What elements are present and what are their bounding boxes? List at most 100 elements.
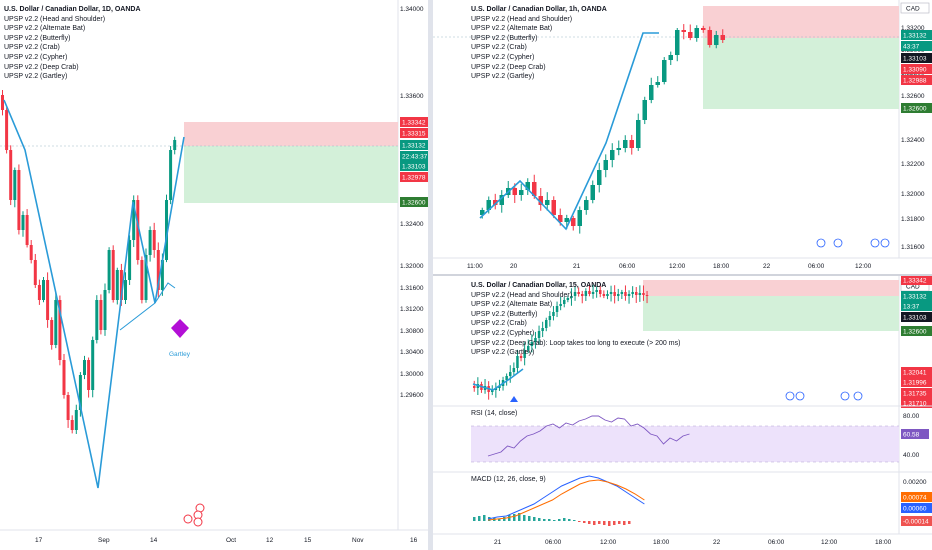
br-candle <box>516 356 519 368</box>
pane-divider[interactable] <box>428 0 433 550</box>
macd-hist-bar <box>613 521 616 525</box>
br-indicator-5: UPSP v2.2 (Deep Crab): Loop takes too lo… <box>471 339 681 347</box>
macd-hist-bar <box>578 521 581 522</box>
macd-hist-bar <box>583 521 586 523</box>
macd-hist-bar <box>618 521 621 524</box>
br-candle <box>541 328 544 331</box>
tr-x-tick: 12:00 <box>669 263 686 270</box>
left-chart-pane[interactable]: 1.340001.336001.332001.324001.320001.316… <box>0 0 428 550</box>
left-tag-t6: 1.32978 <box>402 175 426 182</box>
tr-candle <box>564 218 569 222</box>
left-x-tick: Oct <box>226 537 236 544</box>
br-tag-t5: 1.32041 <box>903 370 927 377</box>
top-right-chart-canvas[interactable]: 1.332001.330001.328001.326001.324001.322… <box>433 0 932 275</box>
left-candle <box>119 270 123 300</box>
left-indicator-0: UPSP v2.2 (Head and Shoulder) <box>4 15 106 23</box>
tr-candle <box>707 30 712 45</box>
tr-candle <box>720 35 725 40</box>
left-candle <box>115 270 119 300</box>
left-candle <box>58 300 62 360</box>
macd-hist-bar <box>568 519 571 521</box>
macd-v2-tag: 0.00060 <box>903 506 927 513</box>
horizontal-divider[interactable] <box>433 274 932 276</box>
tr-candle <box>519 190 524 195</box>
tr-candle <box>603 160 608 170</box>
br-candle <box>555 306 559 312</box>
left-chart-canvas[interactable]: 1.340001.336001.332001.324001.320001.316… <box>0 0 428 550</box>
tr-y-tick: 1.31600 <box>901 244 925 251</box>
macd-v1-tag: 0.00074 <box>903 495 927 502</box>
br-candle <box>635 292 638 295</box>
left-gartley-diamond-icon <box>171 319 189 338</box>
tr-candle <box>642 100 647 120</box>
left-candle <box>21 215 25 230</box>
tr-tag-t6: 1.32600 <box>903 106 927 113</box>
tr-y-tick: 1.33200 <box>901 25 925 32</box>
tr-indicator-5: UPSP v2.2 (Deep Crab) <box>471 63 546 71</box>
macd-hist-bar <box>473 517 476 521</box>
tr-indicator-0: UPSP v2.2 (Head and Shoulder) <box>471 15 573 23</box>
tr-x-tick: 11:00 <box>467 263 483 270</box>
left-candle <box>152 230 156 250</box>
br-sl-zone <box>643 280 899 296</box>
left-y-tick: 1.32400 <box>400 221 424 228</box>
br-chart-title: U.S. Dollar / Canadian Dollar, 15, OANDA <box>471 282 607 289</box>
br-candle <box>473 386 476 388</box>
tr-candle <box>655 82 660 85</box>
br-tag-t4: 1.32600 <box>903 329 927 336</box>
left-tag-t3: 1.33132 <box>402 143 426 150</box>
tr-candle <box>662 60 667 82</box>
br-tag-t2: 13:37 <box>903 304 920 311</box>
left-chart-title: U.S. Dollar / Canadian Dollar, 1D, OANDA <box>4 6 141 13</box>
macd-hist-bar <box>593 521 596 525</box>
tr-tag-t1: 1.33132 <box>903 33 927 40</box>
br-tp-zone <box>643 296 899 331</box>
tr-candle <box>688 32 693 38</box>
macd-line <box>487 475 645 520</box>
macd-hist-bar <box>588 521 591 524</box>
br-candle <box>627 294 631 296</box>
tr-candle <box>551 200 556 215</box>
left-x-tick: 12 <box>266 537 274 544</box>
left-indicator-2: UPSP v2.2 (Butterfly) <box>4 34 71 42</box>
br-event-icon <box>785 391 795 401</box>
left-tp-zone <box>184 146 398 203</box>
tr-x-tick: 20 <box>510 263 518 270</box>
tr-tag-t1-bg <box>901 30 932 40</box>
br-indicator-2: UPSP v2.2 (Butterfly) <box>471 310 538 318</box>
tr-candle <box>512 188 517 195</box>
left-candle <box>136 200 140 260</box>
tr-currency-box <box>900 2 930 14</box>
left-candle <box>46 280 50 320</box>
left-x-tick: Sep <box>98 537 110 544</box>
top-right-chart-pane[interactable]: 1.332001.330001.328001.326001.324001.322… <box>433 0 932 275</box>
br-candle <box>530 342 534 346</box>
tr-y-tick: 1.32400 <box>901 137 925 144</box>
macd-title: MACD (12, 26, close, 9) <box>471 476 546 483</box>
tr-x-tick: 21 <box>573 263 581 270</box>
tr-candle <box>493 200 498 205</box>
left-candle <box>140 260 144 300</box>
left-event-icon <box>183 514 193 524</box>
tr-candle <box>499 195 504 205</box>
bottom-right-chart-pane[interactable]: CAD 1.33342 1.33132 13:37 1.33103 1.32600 1.32… <box>433 276 932 550</box>
macd-hist-bar <box>628 521 631 524</box>
rsi-line <box>487 415 690 457</box>
left-candle <box>70 420 74 430</box>
br-candle <box>645 295 649 296</box>
left-tag-t5: 1.33103 <box>402 164 426 171</box>
br-legend: U.S. Dollar / Canadian Dollar, 15, OANDA… <box>471 281 680 358</box>
left-tag-t7: 1.32600 <box>402 200 426 207</box>
tr-candle <box>571 218 576 226</box>
macd-hist-bar <box>523 515 526 521</box>
tr-tag-t4-bg <box>901 64 932 74</box>
tr-candle <box>597 170 602 185</box>
tr-candle <box>532 182 537 196</box>
left-candle <box>9 150 13 200</box>
br-tag-t6-bg <box>901 377 932 387</box>
br-candle <box>591 292 595 294</box>
tr-x-tick: 18:00 <box>713 263 730 270</box>
tr-candle <box>616 148 621 150</box>
left-tag-t6-bg <box>400 172 428 182</box>
